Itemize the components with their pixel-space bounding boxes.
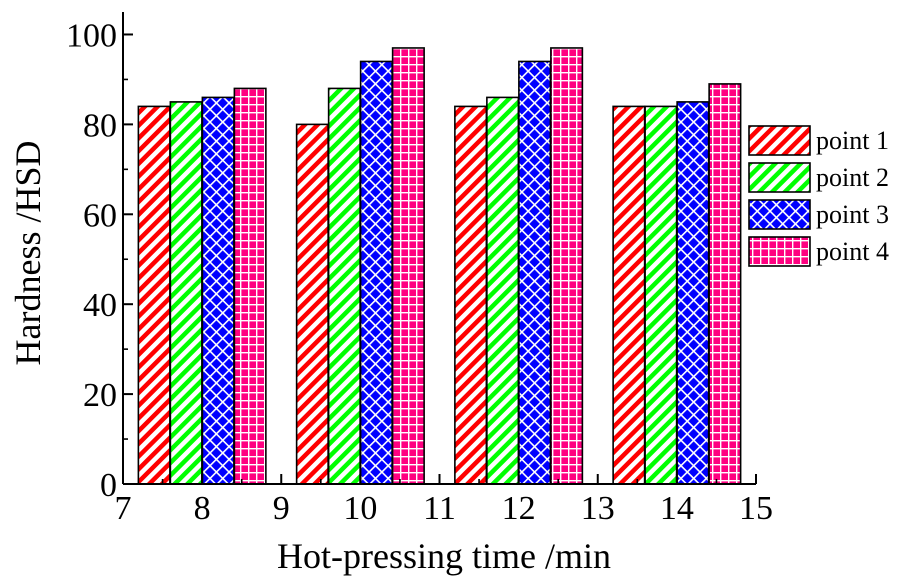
bar-point-1-x8	[137, 105, 171, 485]
bar-point-1-x12	[454, 105, 488, 485]
bars-layer	[137, 47, 742, 485]
bar-point-1-x10	[295, 123, 329, 485]
y-tick-label-60: 60	[83, 197, 117, 234]
legend-label-point-4: point 4	[816, 237, 889, 266]
bar-point-2-x8	[169, 101, 203, 485]
x-tick-label-7: 7	[115, 490, 132, 527]
x-tick-label-11: 11	[423, 490, 456, 527]
x-axis-title: Hot-pressing time /min	[277, 536, 611, 576]
legend-swatch-point-4	[748, 236, 811, 267]
x-tick-label-12: 12	[502, 490, 536, 527]
bar-point-2-x12	[486, 96, 520, 485]
y-tick-label-100: 100	[66, 17, 117, 54]
labels-layer: Hot-pressing time /min Hardness /HSD	[8, 141, 611, 576]
legend-label-point-2: point 2	[816, 163, 889, 192]
bar-point-3-x8	[201, 96, 235, 485]
x-tick-label-14: 14	[660, 490, 694, 527]
axes-layer: 7 8 9 10 11 12 13 14 15 0 20 40 60 80 100	[66, 12, 773, 527]
legend-swatch-point-2	[748, 162, 811, 193]
x-tick-label-8: 8	[194, 490, 211, 527]
x-tick-label-10: 10	[343, 490, 377, 527]
bar-point-4-x10	[391, 47, 425, 485]
legend-label-point-1: point 1	[816, 126, 889, 155]
legend-swatch-point-3	[748, 199, 811, 230]
legend-label-point-3: point 3	[816, 200, 889, 229]
bar-point-2-x14	[644, 105, 678, 485]
bar-point-4-x8	[233, 87, 267, 485]
x-tick-label-9: 9	[273, 490, 290, 527]
y-tick-label-40: 40	[83, 287, 117, 324]
legend-swatch-point-1	[748, 125, 811, 156]
bar-point-3-x10	[359, 60, 393, 485]
bar-point-3-x14	[676, 101, 710, 485]
x-tick-label-13: 13	[581, 490, 615, 527]
x-tick-label-15: 15	[739, 490, 773, 527]
bar-point-2-x10	[327, 87, 361, 485]
bar-point-4-x14	[708, 83, 742, 485]
legend: point 1 point 2 point 3 point 4	[748, 125, 889, 267]
y-tick-label-20: 20	[83, 377, 117, 414]
bar-point-4-x12	[550, 47, 584, 485]
bar-point-3-x12	[518, 60, 552, 485]
y-tick-label-0: 0	[100, 467, 117, 504]
y-axis-title: Hardness /HSD	[8, 141, 48, 366]
y-tick-label-80: 80	[83, 107, 117, 144]
bar-point-1-x14	[612, 105, 646, 485]
